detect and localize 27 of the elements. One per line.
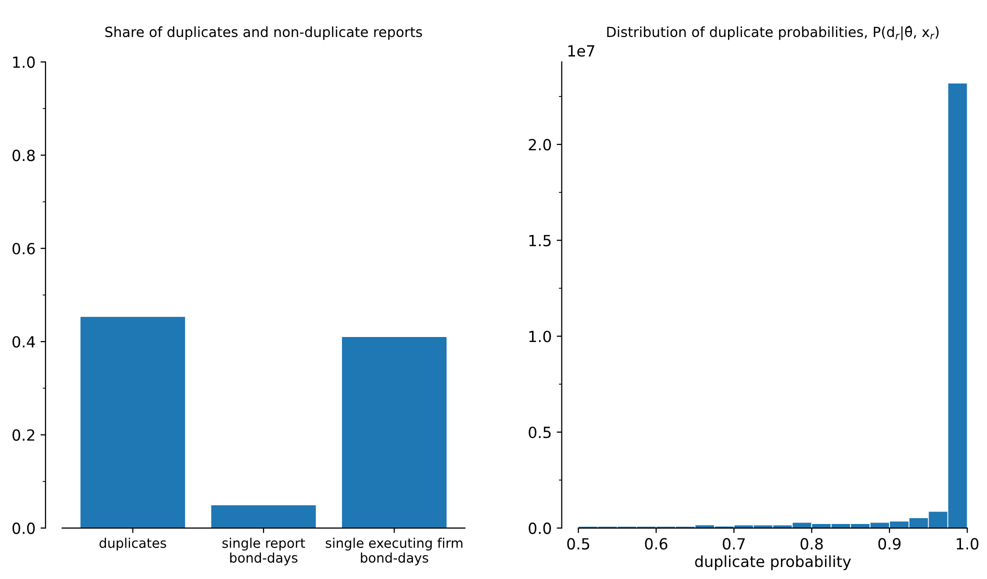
y-tick-label: 0.2 [12, 429, 34, 441]
y-tick-label: 0.4 [12, 336, 35, 348]
x-tick-label: 0.5 [567, 538, 590, 550]
y-tick-label: 0.5 [528, 426, 551, 438]
x-tick-label: 0.6 [645, 538, 668, 550]
x-tick-label: 1.0 [956, 538, 978, 550]
bar [80, 316, 186, 528]
x-tick-label: 0.9 [878, 538, 901, 550]
y-tick-label: 1.5 [529, 235, 551, 246]
y-tick-label: 2.0 [528, 138, 551, 150]
y-tick-label: 0.0 [528, 522, 551, 534]
x-tick-label: single executing firm bond-days [326, 538, 462, 566]
text: 1e7 [568, 45, 594, 57]
x-tick-label: duplicates [100, 538, 166, 551]
chart-title: Share of duplicates and non-duplicate reports [105, 26, 422, 40]
x-axis-title: duplicate probability [695, 555, 851, 570]
y-tick-label: 0.0 [12, 522, 35, 534]
x-tick-label: 0.8 [800, 538, 823, 550]
y-tick-label: 0.6 [12, 242, 35, 254]
x-tick-label: 0.7 [722, 538, 745, 550]
bar [211, 505, 316, 528]
chart-title: Distribution of duplicate probabilities, P(d$_{r}$|θ̂, x$_{r}$) [607, 26, 939, 40]
y-tick-label: 0.8 [12, 150, 35, 162]
bar [342, 336, 447, 528]
x-tick-label: single report bond-days [222, 538, 305, 566]
y-tick-label: 1.0 [13, 56, 35, 68]
y-tick-label: 1.0 [529, 330, 551, 342]
